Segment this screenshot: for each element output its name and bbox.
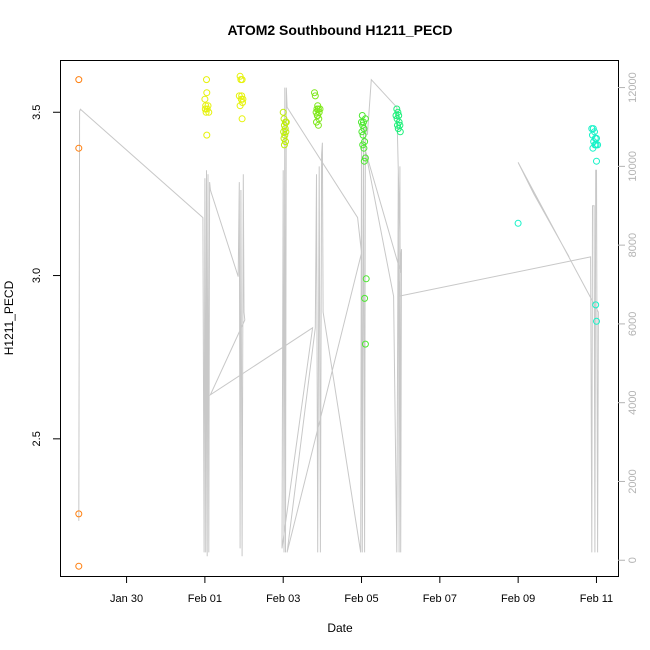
data-point <box>202 102 210 110</box>
data-point <box>314 121 322 129</box>
x-tick-label: Feb 07 <box>423 593 457 605</box>
x-tick-label: Feb 01 <box>188 593 222 605</box>
y-tick-label: 3.0 <box>31 268 43 283</box>
data-point <box>589 125 597 133</box>
data-point <box>361 115 369 123</box>
y-axis: 2.5 3.0 3.5 <box>31 105 60 446</box>
data-point <box>203 131 211 139</box>
data-point <box>203 76 210 84</box>
data-point <box>361 154 369 162</box>
data-point <box>392 112 400 119</box>
data-point <box>359 141 367 149</box>
data-point <box>75 76 83 84</box>
y-tick-label: 3.5 <box>31 105 43 120</box>
data-point <box>395 112 403 119</box>
x-tick-label: Feb 09 <box>501 593 535 605</box>
data-point <box>394 121 401 129</box>
data-point <box>359 121 367 129</box>
data-point <box>360 144 368 152</box>
data-point <box>75 562 83 570</box>
data-point <box>238 76 246 84</box>
x-tick-label: Feb 05 <box>344 593 378 605</box>
data-point <box>311 92 319 100</box>
data-point <box>238 115 246 123</box>
altitude-tick-label: 12000 <box>627 72 639 103</box>
data-point <box>202 108 210 116</box>
data-point <box>75 510 83 518</box>
data-point <box>396 121 404 129</box>
data-point <box>359 131 367 139</box>
data-point <box>361 294 369 302</box>
data-point <box>239 95 247 103</box>
altitude-line-layer <box>78 78 599 557</box>
data-point <box>592 301 600 309</box>
data-point <box>282 138 289 146</box>
altitude-tick-label: 10000 <box>627 151 639 182</box>
y-tick-label: 2.5 <box>31 431 43 446</box>
data-point <box>280 121 288 129</box>
altitude-tick-label: 0 <box>627 557 639 563</box>
data-point <box>280 141 288 149</box>
data-point <box>358 128 366 136</box>
data-point <box>281 131 289 139</box>
x-axis-label: Date <box>327 621 353 635</box>
data-point <box>362 275 370 283</box>
data-point <box>280 134 288 142</box>
data-point <box>75 144 83 152</box>
x-tick-label: Jan 30 <box>110 593 143 605</box>
data-points-layer <box>75 72 602 570</box>
data-point <box>313 112 321 119</box>
data-point <box>361 340 369 348</box>
data-point <box>396 128 404 136</box>
data-point <box>201 95 209 103</box>
data-point <box>279 108 287 116</box>
data-point <box>203 89 211 97</box>
altitude-tick-label: 4000 <box>627 390 639 414</box>
data-point <box>589 144 597 152</box>
plot-frame <box>60 60 619 577</box>
chart-title: ATOM2 Southbound H1211_PECD <box>227 22 452 38</box>
data-point <box>236 102 244 110</box>
y-axis-label: H1211_PECD <box>2 280 16 355</box>
data-point <box>594 141 602 149</box>
data-point <box>203 105 211 113</box>
data-point <box>316 105 324 113</box>
data-point <box>280 128 288 136</box>
data-point <box>514 219 522 227</box>
x-axis: Jan 30 Feb 01 Feb 03 Feb 05 Feb 07 Feb 09 Feb … <box>110 576 613 605</box>
x-tick-label: Feb 11 <box>580 593 613 605</box>
data-point <box>360 157 368 165</box>
x-tick-label: Feb 03 <box>266 593 300 605</box>
altitude-axis: 0 2000 4000 6000 8000 10000 12000 <box>618 72 639 563</box>
data-point <box>205 108 213 116</box>
data-point <box>238 92 246 100</box>
altitude-tick-label: 8000 <box>627 233 639 257</box>
data-point <box>593 157 600 165</box>
altitude-tick-label: 2000 <box>627 469 639 493</box>
data-point <box>282 128 290 136</box>
data-point <box>393 105 401 113</box>
altitude-line <box>78 78 599 557</box>
altitude-tick-label: 6000 <box>627 312 639 336</box>
data-point <box>311 89 318 97</box>
data-point <box>593 317 600 325</box>
